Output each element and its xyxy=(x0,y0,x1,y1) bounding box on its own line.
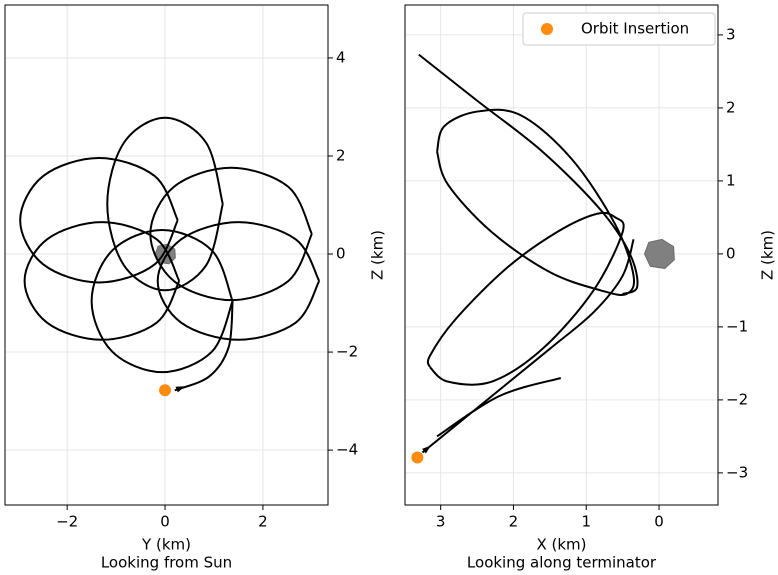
insertion-point xyxy=(411,452,423,464)
insertion-point xyxy=(159,384,171,396)
x-axis-label: X (km) xyxy=(536,536,586,554)
y-axis-label: Z (km) xyxy=(369,230,387,280)
x-tick-label: 2 xyxy=(258,513,268,531)
x-axis-label: Looking from Sun xyxy=(101,554,232,572)
y-tick-label: −4 xyxy=(336,441,358,459)
plot-area: 3 2 1 0 −3 −2 −1 0 1 2 3 X (km)Looking along termin… xyxy=(405,5,777,572)
direction-arrow xyxy=(176,386,185,392)
legend-label: Orbit Insertion xyxy=(581,20,689,38)
y-axis-label: Z (km) xyxy=(759,230,777,280)
x-tick-label: 0 xyxy=(160,513,170,531)
legend-marker xyxy=(541,23,553,35)
x-tick-label: 3 xyxy=(436,513,446,531)
y-tick-label: −1 xyxy=(726,317,748,335)
x-axis-label: Y (km) xyxy=(141,536,191,554)
y-tick-label: 2 xyxy=(726,98,736,116)
y-tick-label: 0 xyxy=(336,245,346,263)
y-tick-label: 3 xyxy=(726,25,736,43)
y-tick-label: −3 xyxy=(726,463,748,481)
y-tick-label: −2 xyxy=(336,343,358,361)
y-tick-label: 4 xyxy=(336,48,346,66)
asteroid xyxy=(644,239,674,268)
x-axis-label: Looking along terminator xyxy=(467,554,657,572)
x-tick-label: −2 xyxy=(56,513,78,531)
x-tick-label: 1 xyxy=(581,513,591,531)
chart: −202−4−2024Y (km)Looking from SunZ (km)3… xyxy=(0,0,778,575)
y-tick-label: 0 xyxy=(726,244,736,262)
x-tick-label: 0 xyxy=(654,513,664,531)
plot-area: −2 0 2 −4 −2 0 2 4 Y (km)Looking from Sun Z (km) xyxy=(5,5,387,572)
y-tick-label: 2 xyxy=(336,146,346,164)
x-tick-label: 2 xyxy=(509,513,519,531)
y-tick-label: −2 xyxy=(726,390,748,408)
y-tick-label: 1 xyxy=(726,171,736,189)
